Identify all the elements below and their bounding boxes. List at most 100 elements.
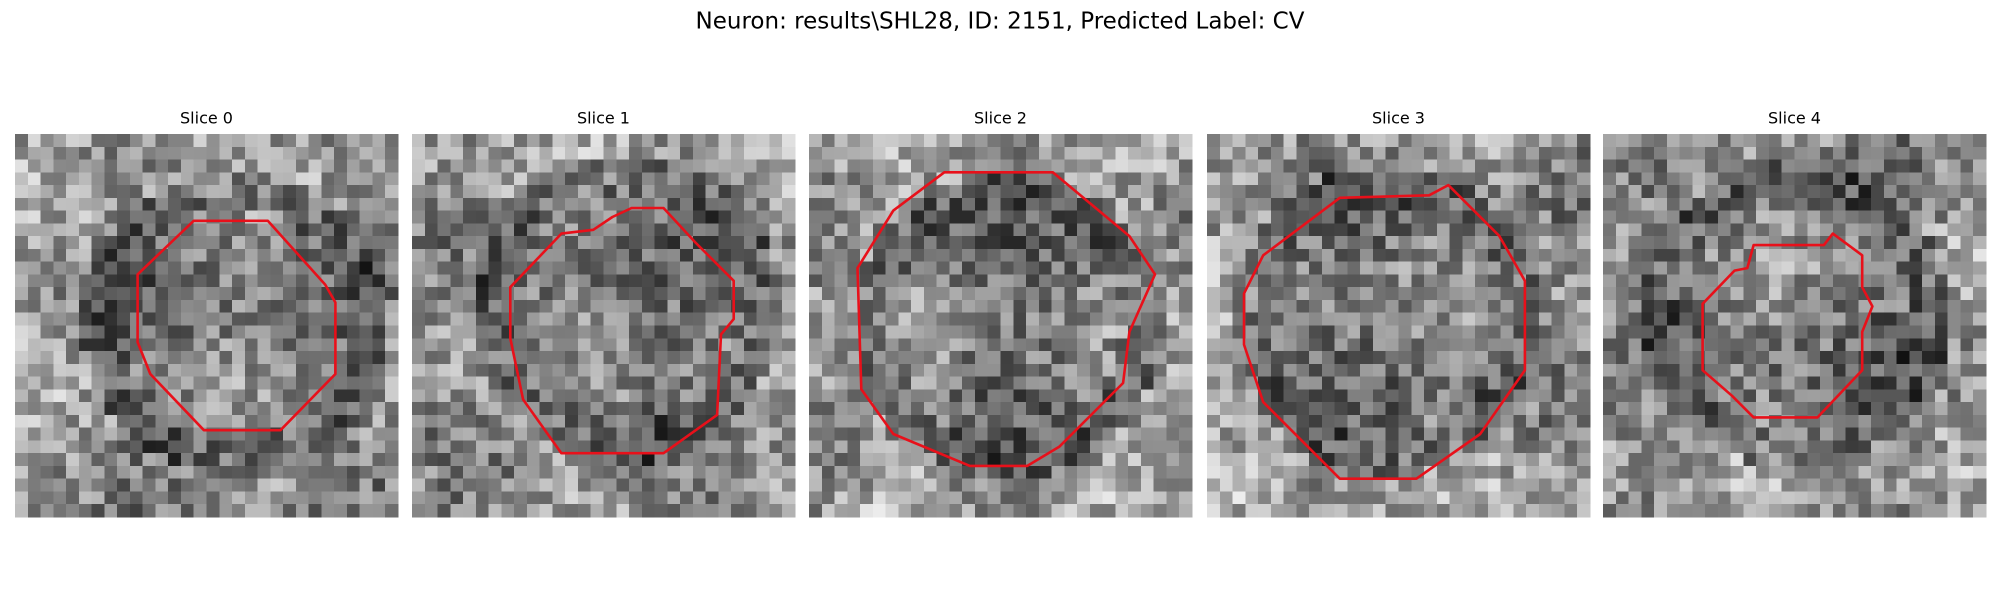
pixel [577,414,592,429]
pixel [1360,389,1374,403]
pixel [1207,376,1221,390]
pixel [526,427,541,441]
pixel [936,197,951,212]
pixel [1538,338,1553,352]
pixel [860,261,874,276]
pixel [1756,427,1770,441]
pixel [463,159,477,173]
pixel [1641,427,1655,441]
pixel [385,325,399,339]
pixel [692,504,707,518]
pixel [412,427,426,441]
pixel [501,465,515,480]
pixel [1038,248,1053,263]
pixel [270,478,284,493]
pixel [1628,504,1642,518]
pixel [1334,414,1349,429]
pixel [1347,185,1361,199]
pixel [1615,478,1630,493]
pixel [641,248,656,263]
pixel [692,376,707,390]
pixel [629,478,643,493]
pixel [769,274,783,288]
pixel [1179,376,1193,390]
pixel [847,414,861,429]
pixel [488,299,502,314]
pixel [962,465,976,480]
pixel [1475,376,1489,390]
pixel [501,261,515,276]
pixel [359,402,374,416]
pixel [1449,146,1463,161]
pixel [1934,261,1949,276]
pixel [1102,338,1116,352]
pixel [577,248,592,263]
pixel [641,402,656,416]
pixel [1334,376,1349,390]
pixel [1615,261,1630,276]
pixel [1666,172,1681,186]
pixel [1051,414,1065,429]
pixel [654,172,668,186]
pixel [1845,427,1859,441]
pixel [667,465,681,480]
pixel [1166,223,1180,237]
pixel [1564,465,1578,480]
pixel [1051,159,1065,173]
pixel [1026,287,1040,301]
pixel [412,185,426,199]
pixel [1896,363,1910,378]
pixel [1372,478,1387,493]
pixel [1140,338,1155,352]
pixel [1666,197,1681,212]
pixel [91,197,105,212]
pixel [514,325,528,339]
pixel [1334,402,1349,416]
pixel [1692,134,1706,148]
pixel [1283,185,1297,199]
pixel [514,223,528,237]
pixel [1807,261,1821,276]
pixel [885,414,899,429]
pixel [1666,389,1681,403]
pixel [1692,491,1706,505]
pixel [705,440,719,454]
pixel [1973,376,1987,390]
pixel [257,312,271,327]
pixel [1947,223,1962,237]
pixel [1424,146,1438,161]
pixel [283,299,297,314]
pixel [769,312,783,327]
pixel [1398,287,1412,301]
pixel [1398,389,1412,403]
pixel [1153,389,1168,403]
pixel [321,312,335,327]
pixel [308,146,322,161]
pixel [1449,376,1463,390]
pixel [1526,223,1540,237]
pixel [180,185,195,199]
pixel [769,197,783,212]
pixel [705,146,719,161]
pixel [91,504,105,518]
pixel [1909,185,1923,199]
pixel [1500,351,1514,365]
pixel [1219,197,1234,212]
pixel [501,363,515,378]
pixel [1666,325,1681,339]
pixel [1564,134,1578,148]
pixel [180,478,195,493]
pixel [629,414,643,429]
pixel [1768,172,1783,186]
pixel [475,299,490,314]
pixel [1219,261,1234,276]
pixel [1089,261,1104,276]
pixel [872,287,887,301]
pixel [1013,248,1027,263]
pixel [577,376,592,390]
pixel [1564,197,1578,212]
pixel [359,248,374,263]
pixel [1947,414,1962,429]
pixel [667,236,681,250]
pixel [66,414,80,429]
